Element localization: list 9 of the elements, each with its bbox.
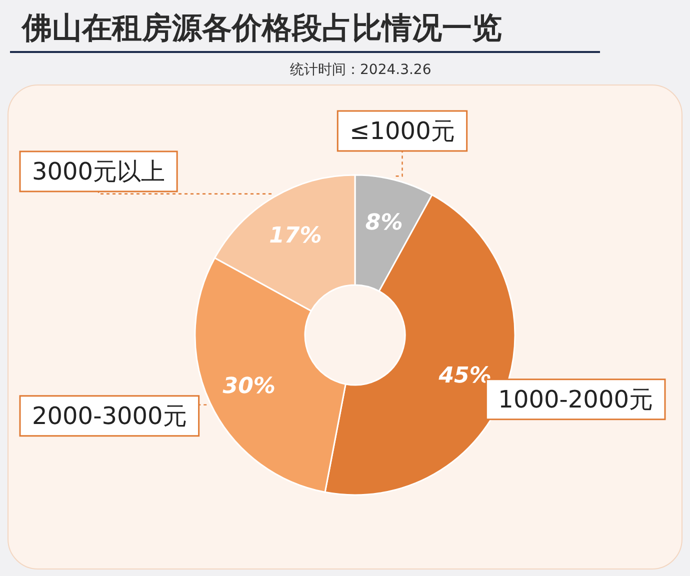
data-label: 30%: [222, 374, 276, 399]
data-label: 17%: [269, 223, 322, 248]
slice-label: 2000-3000元: [32, 402, 187, 430]
slice-label: ≤1000元: [350, 116, 455, 145]
slice-label: 3000元以上: [32, 157, 166, 186]
chart-title: 佛山在租房源各价格段占比情况一览: [21, 11, 502, 46]
data-label: 8%: [365, 210, 403, 236]
text: 统计时间：2024.3.26: [290, 62, 432, 78]
slice-label: 1000-2000元: [498, 385, 653, 414]
